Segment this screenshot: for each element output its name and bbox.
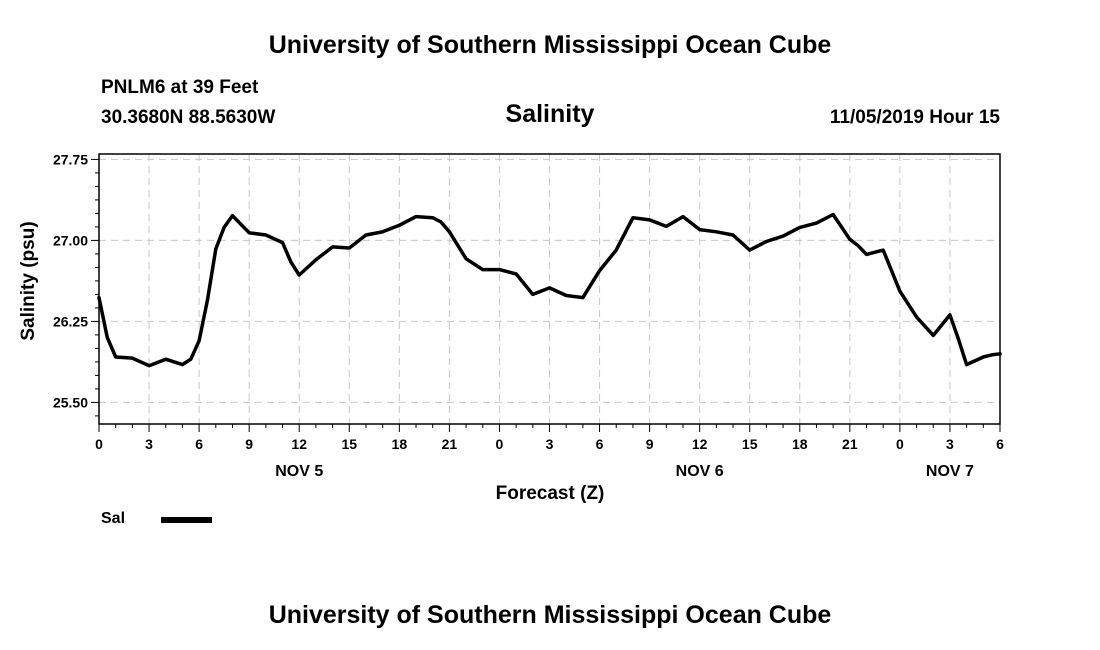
x-tick-label: 12 xyxy=(291,436,307,452)
chart-title: Salinity xyxy=(505,100,595,128)
station-coordinates: 30.3680N 88.5630W xyxy=(101,107,276,128)
x-date-label: NOV 5 xyxy=(275,463,323,480)
x-axis-label: Forecast (Z) xyxy=(495,483,605,504)
x-tick-label: 3 xyxy=(145,436,153,452)
x-tick-label: 15 xyxy=(742,436,758,452)
y-tick-label: 27.75 xyxy=(53,151,88,167)
x-tick-label: 21 xyxy=(842,436,858,452)
x-tick-label: 18 xyxy=(792,436,808,452)
y-tick-label: 25.50 xyxy=(53,394,88,410)
x-tick-label: 3 xyxy=(946,436,954,452)
x-date-label: NOV 7 xyxy=(926,463,974,480)
x-tick-label: 18 xyxy=(392,436,408,452)
legend-line-swatch xyxy=(161,517,212,523)
y-tick-label: 26.25 xyxy=(53,313,88,329)
series-line-sal xyxy=(97,212,1002,368)
x-tick-label: 12 xyxy=(692,436,708,452)
x-tick-label: 0 xyxy=(95,436,103,452)
title-top: University of Southern Mississippi Ocean… xyxy=(268,31,832,59)
title-bottom: University of Southern Mississippi Ocean… xyxy=(268,601,832,629)
x-tick-label: 6 xyxy=(195,436,203,452)
station-name: PNLM6 at 39 Feet xyxy=(101,77,259,98)
y-tick-label: 27.00 xyxy=(53,232,88,248)
x-tick-label: 0 xyxy=(496,436,504,452)
x-tick-label: 9 xyxy=(646,436,654,452)
x-tick-label: 9 xyxy=(245,436,253,452)
x-tick-label: 15 xyxy=(341,436,357,452)
x-date-label: NOV 6 xyxy=(676,463,724,480)
legend-label: Sal xyxy=(101,510,126,527)
x-tick-label: 6 xyxy=(996,436,1004,452)
x-tick-label: 6 xyxy=(596,436,604,452)
x-tick-label: 21 xyxy=(442,436,458,452)
x-tick-label: 0 xyxy=(896,436,904,452)
timestamp: 11/05/2019 Hour 15 xyxy=(829,107,1000,128)
x-tick-label: 3 xyxy=(546,436,554,452)
y-axis-label: Salinity (psu) xyxy=(18,221,39,340)
